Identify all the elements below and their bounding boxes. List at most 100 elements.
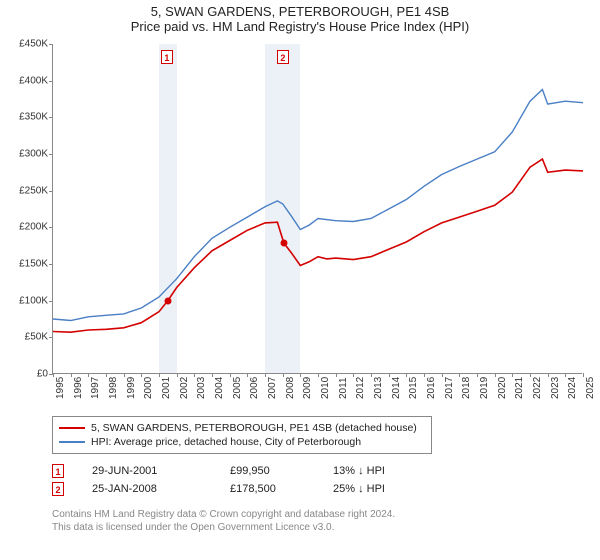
x-axis-label: 1998	[108, 377, 119, 399]
x-tick	[177, 373, 178, 377]
x-tick	[71, 373, 72, 377]
x-tick	[124, 373, 125, 377]
x-tick	[336, 373, 337, 377]
marker-row-1: 1 29-JUN-2001 £99,950 13% ↓ HPI	[52, 462, 600, 480]
x-axis-label: 2017	[444, 377, 455, 399]
plot-area	[52, 44, 582, 374]
series-hpi	[53, 90, 583, 321]
x-axis-label: 2024	[567, 377, 578, 399]
sale-dot	[164, 297, 171, 304]
x-axis-label: 2022	[532, 377, 543, 399]
x-axis-label: 1997	[90, 377, 101, 399]
x-tick	[530, 373, 531, 377]
x-tick	[318, 373, 319, 377]
marker-date: 29-JUN-2001	[92, 465, 202, 477]
marker-badge: 1	[52, 464, 64, 478]
chart-title: 5, SWAN GARDENS, PETERBOROUGH, PE1 4SB P…	[0, 0, 600, 36]
sale-marker-table: 1 29-JUN-2001 £99,950 13% ↓ HPI 2 25-JAN…	[52, 462, 600, 498]
x-tick	[389, 373, 390, 377]
x-axis-label: 2001	[161, 377, 172, 399]
x-axis-label: 2002	[179, 377, 190, 399]
y-tick	[49, 301, 53, 302]
x-tick	[265, 373, 266, 377]
x-axis-label: 2010	[320, 377, 331, 399]
x-axis-label: 1995	[55, 377, 66, 399]
y-axis-label: £450K	[19, 39, 48, 50]
x-tick	[442, 373, 443, 377]
x-axis-label: 2015	[408, 377, 419, 399]
x-axis-label: 2000	[143, 377, 154, 399]
x-tick	[371, 373, 372, 377]
y-axis-label: £150K	[19, 259, 48, 270]
title-line-1: 5, SWAN GARDENS, PETERBOROUGH, PE1 4SB	[0, 4, 600, 19]
x-axis-label: 2021	[514, 377, 525, 399]
legend: 5, SWAN GARDENS, PETERBOROUGH, PE1 4SB (…	[52, 416, 432, 454]
x-axis-label: 1999	[126, 377, 137, 399]
footer-line-1: Contains HM Land Registry data © Crown c…	[52, 508, 600, 521]
marker-pct: 25% ↓ HPI	[333, 483, 413, 495]
y-tick	[49, 154, 53, 155]
title-line-2: Price paid vs. HM Land Registry's House …	[0, 19, 600, 34]
x-tick	[548, 373, 549, 377]
legend-label: 5, SWAN GARDENS, PETERBOROUGH, PE1 4SB (…	[91, 422, 417, 434]
x-axis-label: 2005	[232, 377, 243, 399]
y-tick	[49, 191, 53, 192]
x-tick	[159, 373, 160, 377]
x-tick	[212, 373, 213, 377]
legend-label: HPI: Average price, detached house, City…	[91, 436, 361, 448]
marker-badge: 2	[52, 482, 64, 496]
x-axis-label: 2023	[550, 377, 561, 399]
x-axis-label: 2004	[214, 377, 225, 399]
marker-price: £178,500	[230, 483, 305, 495]
x-axis-label: 2009	[302, 377, 313, 399]
x-tick	[230, 373, 231, 377]
y-tick	[49, 227, 53, 228]
chart-area: £0 £50K £100K £150K £200K £250K £300K £350K £400…	[0, 36, 600, 416]
x-axis-label: 1996	[73, 377, 84, 399]
x-tick	[583, 373, 584, 377]
x-axis-label: 2016	[426, 377, 437, 399]
legend-swatch	[59, 441, 85, 443]
marker-pct: 13% ↓ HPI	[333, 465, 413, 477]
x-axis-label: 2014	[391, 377, 402, 399]
x-axis-label: 2020	[497, 377, 508, 399]
x-tick	[495, 373, 496, 377]
x-axis-label: 2013	[373, 377, 384, 399]
y-tick	[49, 337, 53, 338]
y-tick	[49, 264, 53, 265]
x-axis-label: 2008	[285, 377, 296, 399]
x-axis-label: 2011	[338, 377, 349, 399]
x-axis-label: 2012	[355, 377, 366, 399]
y-axis-label: £350K	[19, 112, 48, 123]
y-axis-label: £250K	[19, 185, 48, 196]
x-axis-label: 2007	[267, 377, 278, 399]
y-axis-label: £300K	[19, 149, 48, 160]
y-axis-label: £400K	[19, 75, 48, 86]
y-axis-label: £100K	[19, 295, 48, 306]
x-tick	[477, 373, 478, 377]
y-axis-label: £0	[37, 369, 48, 380]
x-axis-label: 2006	[249, 377, 260, 399]
x-tick	[283, 373, 284, 377]
x-tick	[53, 373, 54, 377]
marker-price: £99,950	[230, 465, 305, 477]
x-axis-label: 2003	[196, 377, 207, 399]
sale-marker-badge: 1	[161, 50, 173, 64]
y-axis-label: £50K	[25, 332, 48, 343]
y-axis-label: £200K	[19, 222, 48, 233]
x-tick	[106, 373, 107, 377]
footer-line-2: This data is licensed under the Open Gov…	[52, 521, 600, 534]
sale-dot	[280, 240, 287, 247]
series-property	[53, 159, 583, 332]
legend-item-hpi: HPI: Average price, detached house, City…	[59, 435, 425, 449]
legend-item-property: 5, SWAN GARDENS, PETERBOROUGH, PE1 4SB (…	[59, 421, 425, 435]
sale-marker-badge: 2	[277, 50, 289, 64]
y-tick	[49, 44, 53, 45]
line-series-svg	[53, 44, 582, 373]
x-axis-label: 2025	[585, 377, 596, 399]
footer-attribution: Contains HM Land Registry data © Crown c…	[52, 508, 600, 534]
x-axis-label: 2019	[479, 377, 490, 399]
x-tick	[424, 373, 425, 377]
legend-swatch	[59, 427, 85, 429]
marker-row-2: 2 25-JAN-2008 £178,500 25% ↓ HPI	[52, 480, 600, 498]
